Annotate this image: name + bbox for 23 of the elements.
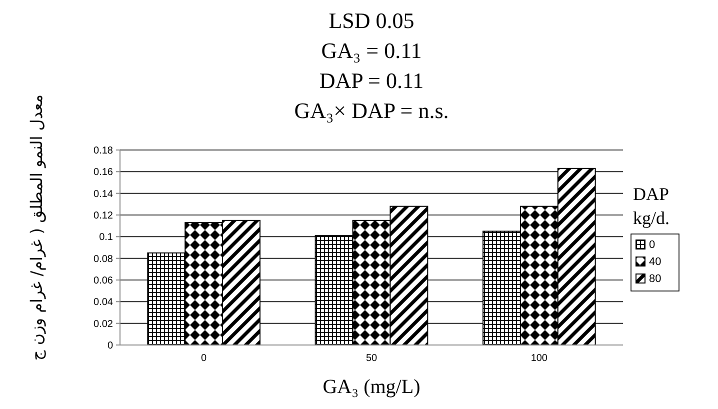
y-axis-title: معدل النمو المطلق ( غرام/ غرام وزن ج (27, 94, 46, 361)
chart-title: LSD 0.05 (328, 8, 414, 33)
y-tick-label: 0.12 (94, 210, 114, 222)
y-tick-label: 0.08 (94, 254, 114, 265)
x-tick-label: 0 (201, 353, 208, 364)
legend-label: 40 (649, 256, 662, 268)
x-tick-label: 100 (530, 353, 548, 364)
y-tick-label: 0.02 (94, 318, 114, 330)
legend-title: DAP kg/d. (633, 184, 670, 228)
y-tick-label: 0.06 (94, 276, 114, 286)
text: DAP = 0.11 (319, 68, 424, 93)
text: GA₃× DAP = n.s. (294, 98, 449, 123)
x-axis-title: GA₃ (mg/L) (322, 376, 420, 398)
y-tick-label: 0.16 (94, 167, 114, 178)
y-tick-label: 0.04 (94, 297, 114, 308)
legend-label: 80 (649, 273, 662, 285)
y-tick-label: 0.14 (94, 188, 114, 200)
x-tick-label: 50 (366, 353, 378, 364)
text: GA₃ = 0.11 (321, 38, 422, 63)
y-tick-label: 0.18 (94, 146, 114, 156)
y-tick-label: 0 (107, 340, 114, 352)
y-tick-label: 0.1 (99, 232, 114, 244)
legend-label: 0 (649, 239, 656, 251)
